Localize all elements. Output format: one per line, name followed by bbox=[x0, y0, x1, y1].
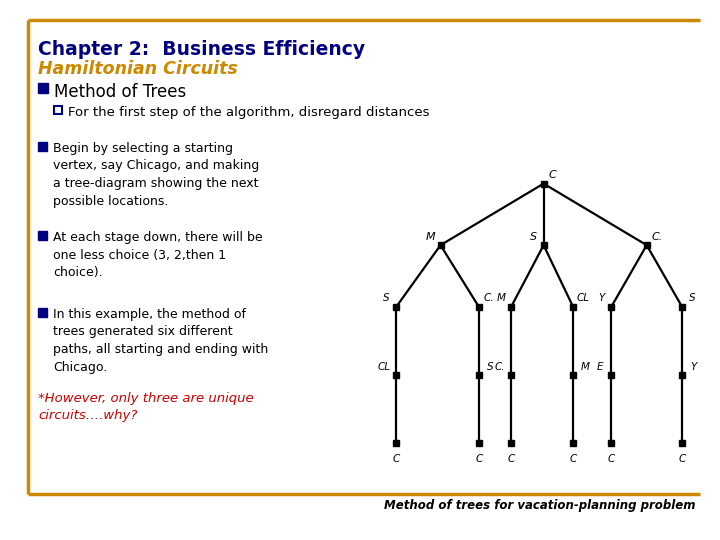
Text: In this example, the method of
trees generated six different
paths, all starting: In this example, the method of trees gen… bbox=[53, 308, 269, 374]
Text: S: S bbox=[487, 361, 494, 372]
Text: CL: CL bbox=[577, 293, 590, 303]
Text: C: C bbox=[570, 454, 577, 464]
Text: For the first step of the algorithm, disregard distances: For the first step of the algorithm, dis… bbox=[68, 106, 430, 119]
Text: C.: C. bbox=[494, 361, 505, 372]
Text: C: C bbox=[678, 454, 685, 464]
Text: Y: Y bbox=[598, 293, 604, 303]
Text: C: C bbox=[508, 454, 515, 464]
Text: M: M bbox=[496, 293, 505, 303]
Bar bbox=[38, 308, 47, 317]
Text: C: C bbox=[475, 454, 482, 464]
Text: S: S bbox=[689, 293, 696, 303]
Text: M: M bbox=[580, 361, 590, 372]
Bar bbox=[54, 106, 62, 114]
Text: Begin by selecting a starting
vertex, say Chicago, and making
a tree-diagram sho: Begin by selecting a starting vertex, sa… bbox=[53, 142, 259, 207]
Text: C: C bbox=[608, 454, 615, 464]
Text: M: M bbox=[426, 232, 435, 242]
Text: C.: C. bbox=[652, 232, 662, 242]
Text: Y: Y bbox=[690, 361, 697, 372]
Bar bbox=[38, 231, 47, 240]
Text: *However, only three are unique
circuits….why?: *However, only three are unique circuits… bbox=[38, 392, 253, 422]
Text: C.: C. bbox=[484, 293, 495, 303]
Text: Hamiltonian Circuits: Hamiltonian Circuits bbox=[38, 60, 238, 78]
Bar bbox=[38, 83, 48, 93]
Text: C: C bbox=[549, 170, 557, 180]
Bar bbox=[38, 142, 47, 151]
Text: S: S bbox=[530, 232, 537, 242]
Text: S: S bbox=[383, 293, 390, 303]
Text: Method of trees for vacation-planning problem: Method of trees for vacation-planning pr… bbox=[384, 499, 695, 512]
Text: Chapter 2:  Business Efficiency: Chapter 2: Business Efficiency bbox=[38, 40, 365, 59]
Text: E: E bbox=[596, 361, 603, 372]
Text: C: C bbox=[392, 454, 400, 464]
Text: CL: CL bbox=[378, 361, 391, 372]
Text: At each stage down, there will be
one less choice (3, 2,then 1
choice).: At each stage down, there will be one le… bbox=[53, 231, 263, 279]
Text: Method of Trees: Method of Trees bbox=[54, 83, 186, 101]
